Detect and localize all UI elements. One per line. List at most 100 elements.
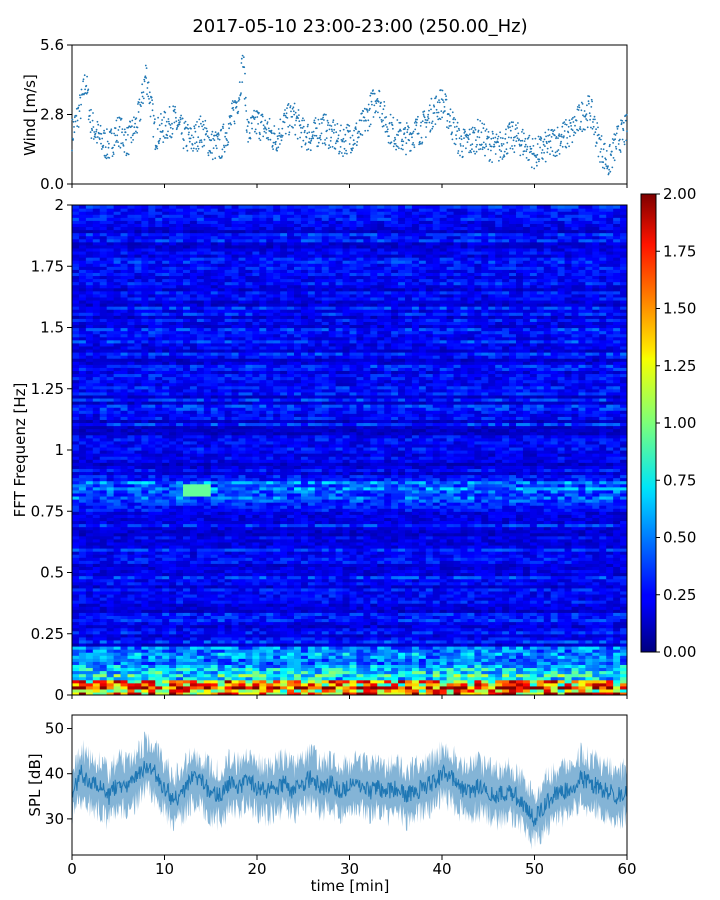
spectrogram-cell — [231, 612, 240, 616]
spectrogram-cell — [564, 587, 573, 592]
spectrogram-cell — [134, 597, 142, 601]
wind-data-point — [238, 97, 240, 99]
spectrogram-cell — [391, 606, 399, 610]
spectrogram-cell — [356, 664, 364, 669]
spectrogram-cell — [557, 621, 566, 626]
wind-data-point — [266, 122, 269, 125]
spectrogram-cell — [189, 612, 198, 616]
spectrogram-cell — [543, 566, 552, 571]
spectrogram-cell — [300, 682, 309, 687]
spectrogram-cell — [85, 658, 94, 662]
spectrogram-cell — [550, 587, 559, 592]
spectrogram-cell — [536, 688, 545, 693]
spectrogram-cell — [439, 597, 448, 601]
spectrogram-cell — [314, 688, 323, 693]
spectrogram-cell — [453, 667, 462, 672]
spectrogram-cell — [287, 603, 295, 607]
spectrogram-cell — [349, 642, 358, 647]
spectrogram-cell — [203, 682, 212, 687]
spectrogram-cell — [231, 667, 240, 672]
wind-data-point — [615, 147, 618, 150]
spectrogram-cell — [529, 560, 538, 564]
spectrogram-cell — [92, 600, 101, 604]
wind-data-point — [322, 116, 324, 119]
wind-data-point — [257, 123, 259, 125]
spectrogram-cell — [99, 658, 108, 662]
spectrogram-cell — [307, 572, 316, 577]
spectrogram-cell — [432, 639, 441, 644]
spectrogram-cell — [287, 652, 295, 656]
spectrogram-cell — [106, 652, 115, 656]
spectrogram-cell — [363, 603, 371, 607]
spectrogram-cell — [550, 560, 559, 564]
wind-data-point — [206, 135, 209, 138]
spectrogram-cell — [543, 621, 552, 626]
spectrogram-cell — [106, 624, 115, 629]
wind-data-point — [103, 129, 105, 132]
spectrogram-cell — [543, 593, 552, 598]
spectrogram-cell — [287, 581, 295, 586]
spectrogram-cell — [300, 572, 309, 577]
spectrogram-cell — [280, 600, 288, 604]
spectrogram-cell — [314, 642, 323, 647]
spectrogram-cell — [162, 624, 170, 629]
spectrogram-cell — [148, 639, 156, 644]
spectrogram-cell — [557, 676, 566, 681]
spectrogram-cell — [557, 646, 566, 650]
wind-data-point — [432, 125, 434, 128]
spectrogram-cell — [356, 691, 364, 695]
wind-data-point — [534, 137, 537, 140]
spectrogram-cell — [238, 587, 247, 592]
spectrogram-cell — [425, 563, 434, 567]
spectrogram-cell — [85, 633, 94, 638]
spectrogram-cell — [210, 618, 219, 623]
spectrogram-cell — [550, 584, 559, 589]
spectrogram-cell — [370, 646, 378, 650]
wind-data-point — [312, 130, 315, 133]
spectrogram-cell — [85, 581, 94, 586]
spectrogram-cell — [294, 670, 302, 675]
wind-data-point — [619, 151, 622, 153]
spectrogram-cell — [294, 664, 302, 669]
spectrogram-cell — [599, 572, 607, 577]
wind-data-point — [158, 124, 161, 127]
spectrogram-cell — [495, 652, 503, 656]
spectrogram-cell — [99, 575, 108, 580]
spectrogram-cell — [113, 642, 122, 647]
wind-data-point — [309, 142, 312, 145]
spectrogram-cell — [85, 603, 94, 607]
spectrogram-cell — [217, 633, 226, 638]
spectrogram-cell — [398, 661, 406, 665]
spectrogram-cell — [85, 578, 94, 583]
spectrogram-cell — [363, 587, 371, 592]
wind-data-point — [231, 100, 234, 102]
wind-data-point — [221, 148, 224, 151]
spectrogram-cell — [217, 618, 226, 623]
spectrogram-cell — [314, 621, 323, 626]
spectrogram-cell — [467, 575, 475, 580]
spectrogram-cell — [321, 584, 330, 589]
spectrogram-cell — [287, 679, 295, 684]
wind-data-point — [123, 151, 126, 153]
spectrogram-cell — [141, 649, 149, 653]
spectrogram-cell — [134, 581, 142, 586]
spectrogram-cell — [321, 587, 330, 592]
spectrogram-cell — [411, 615, 420, 620]
spectrogram-cell — [398, 563, 406, 567]
wind-panel: 0.02.85.6 Wind [m/s] — [21, 36, 628, 193]
spectrogram-cell — [585, 682, 593, 687]
spectrogram-cell — [141, 603, 149, 607]
spectrogram-cell — [176, 682, 184, 687]
spectrogram-cell — [155, 560, 163, 564]
spectrogram-cell — [370, 575, 378, 580]
wind-data-point — [515, 124, 517, 126]
spectrogram-cell — [356, 612, 364, 616]
spectrogram-cell — [169, 652, 177, 656]
spectrogram-cell — [564, 682, 573, 687]
spectrogram-cell — [314, 639, 323, 644]
spectrogram-cell — [259, 615, 267, 620]
spectrogram-cell — [349, 584, 358, 589]
spectrogram-cell — [134, 682, 142, 687]
wind-data-point — [386, 130, 389, 133]
